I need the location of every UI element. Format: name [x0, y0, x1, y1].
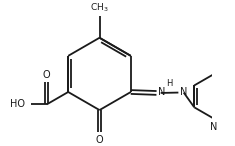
Text: H: H	[166, 79, 173, 88]
Text: N: N	[210, 122, 217, 132]
Text: O: O	[43, 70, 51, 80]
Text: O: O	[96, 135, 103, 145]
Text: CH$_3$: CH$_3$	[90, 2, 109, 14]
Text: N: N	[158, 87, 166, 97]
Text: N: N	[180, 87, 187, 97]
Text: HO: HO	[10, 99, 25, 109]
